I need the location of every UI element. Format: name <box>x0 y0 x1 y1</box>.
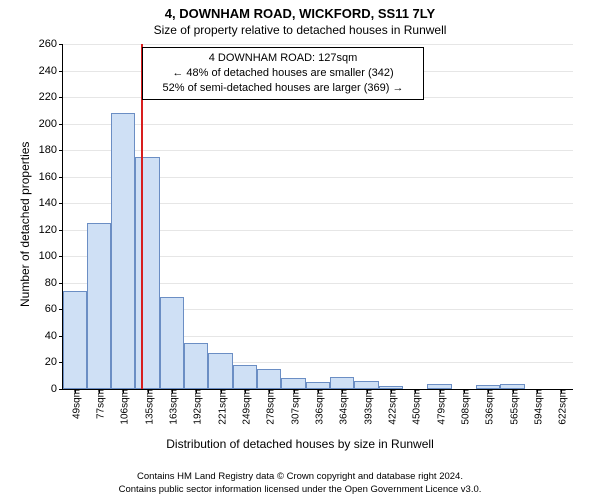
x-tick-mark <box>464 389 465 393</box>
x-tick-mark <box>513 389 514 393</box>
y-tick-label: 20 <box>45 356 63 368</box>
y-tick-label: 160 <box>39 171 63 183</box>
x-tick-label: 278sqm <box>262 389 277 425</box>
x-tick-mark <box>440 389 441 393</box>
x-tick-label: 336sqm <box>311 389 326 425</box>
x-tick-label: 364sqm <box>335 389 350 425</box>
y-tick-label: 140 <box>39 197 63 209</box>
x-tick-label: 77sqm <box>91 389 106 419</box>
gridline <box>63 124 573 125</box>
x-tick-mark <box>342 389 343 393</box>
x-tick-label: 49sqm <box>67 389 82 419</box>
histogram-bar <box>111 113 135 389</box>
y-tick-label: 260 <box>39 38 63 50</box>
x-tick-label: 106sqm <box>116 389 131 425</box>
histogram-bar <box>184 343 208 389</box>
x-tick-mark <box>172 389 173 393</box>
histogram-bar <box>257 369 281 389</box>
y-tick-label: 200 <box>39 118 63 130</box>
x-tick-label: 192sqm <box>189 389 204 425</box>
x-tick-label: 135sqm <box>140 389 155 425</box>
x-tick-mark <box>269 389 270 393</box>
footer-attribution: Contains HM Land Registry data © Crown c… <box>0 471 600 496</box>
x-tick-mark <box>367 389 368 393</box>
y-tick-label: 80 <box>45 277 63 289</box>
y-tick-label: 220 <box>39 91 63 103</box>
x-tick-mark <box>561 389 562 393</box>
x-tick-label: 479sqm <box>432 389 447 425</box>
x-tick-mark <box>488 389 489 393</box>
x-tick-label: 594sqm <box>530 389 545 425</box>
y-tick-label: 40 <box>45 330 63 342</box>
chart-container: 4, DOWNHAM ROAD, WICKFORD, SS11 7LY Size… <box>0 0 600 500</box>
y-axis-label: Number of detached properties <box>18 141 32 306</box>
x-tick-mark <box>221 389 222 393</box>
y-tick-label: 100 <box>39 250 63 262</box>
x-tick-mark <box>75 389 76 393</box>
annotation-box: 4 DOWNHAM ROAD: 127sqm ← 48% of detached… <box>142 47 424 100</box>
histogram-bar <box>63 291 87 389</box>
x-tick-label: 422sqm <box>384 389 399 425</box>
histogram-bar <box>208 353 233 389</box>
y-tick-label: 120 <box>39 224 63 236</box>
x-tick-mark <box>318 389 319 393</box>
x-tick-label: 508sqm <box>457 389 472 425</box>
histogram-bar <box>87 223 112 389</box>
histogram-bar <box>233 365 258 389</box>
x-tick-label: 622sqm <box>554 389 569 425</box>
footer-line1: Contains HM Land Registry data © Crown c… <box>0 471 600 483</box>
x-tick-mark <box>391 389 392 393</box>
y-tick-label: 240 <box>39 65 63 77</box>
histogram-bar <box>354 381 379 389</box>
histogram-bar <box>306 382 331 389</box>
x-tick-label: 393sqm <box>359 389 374 425</box>
x-tick-label: 249sqm <box>237 389 252 425</box>
x-tick-label: 450sqm <box>408 389 423 425</box>
gridline <box>63 44 573 45</box>
x-tick-mark <box>415 389 416 393</box>
footer-line2: Contains public sector information licen… <box>0 484 600 496</box>
x-axis-label: Distribution of detached houses by size … <box>0 437 600 451</box>
x-tick-mark <box>196 389 197 393</box>
y-tick-label: 180 <box>39 144 63 156</box>
x-tick-label: 221sqm <box>213 389 228 425</box>
x-tick-mark <box>245 389 246 393</box>
histogram-bar <box>135 157 160 389</box>
histogram-bar <box>281 378 306 389</box>
x-tick-label: 565sqm <box>505 389 520 425</box>
annotation-line3: 52% of semi-detached houses are larger (… <box>149 81 417 96</box>
x-tick-label: 163sqm <box>164 389 179 425</box>
x-tick-mark <box>537 389 538 393</box>
y-tick-label: 60 <box>45 303 63 315</box>
annotation-line2: ← 48% of detached houses are smaller (34… <box>149 66 417 81</box>
x-tick-label: 307sqm <box>286 389 301 425</box>
x-tick-mark <box>148 389 149 393</box>
histogram-bar <box>160 297 185 389</box>
annotation-line1: 4 DOWNHAM ROAD: 127sqm <box>149 51 417 66</box>
x-tick-mark <box>294 389 295 393</box>
x-tick-mark <box>123 389 124 393</box>
chart-title: 4, DOWNHAM ROAD, WICKFORD, SS11 7LY <box>0 0 600 21</box>
histogram-bar <box>330 377 354 389</box>
y-tick-label: 0 <box>51 383 63 395</box>
x-tick-label: 536sqm <box>481 389 496 425</box>
gridline <box>63 150 573 151</box>
x-tick-mark <box>99 389 100 393</box>
chart-subtitle: Size of property relative to detached ho… <box>0 21 600 37</box>
